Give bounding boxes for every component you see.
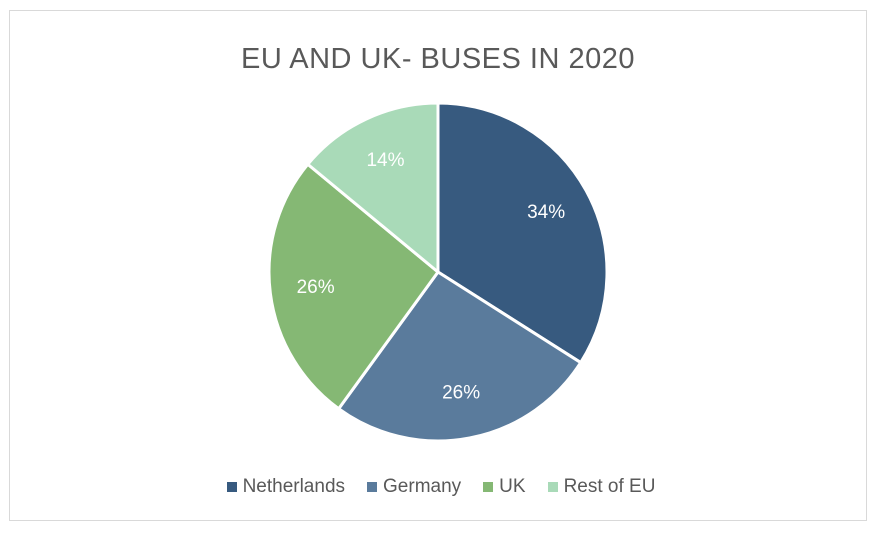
legend-label: Germany xyxy=(383,476,462,497)
data-label-netherlands: 34% xyxy=(527,202,565,223)
legend-swatch xyxy=(367,482,378,492)
legend-label: Netherlands xyxy=(242,476,346,497)
pie-slices xyxy=(267,101,609,443)
legend: Netherlands Germany UK Rest of EU xyxy=(0,476,882,498)
data-label-uk: 26% xyxy=(297,277,335,298)
legend-item-netherlands: Netherlands xyxy=(226,476,346,498)
pie-slice-uk xyxy=(267,162,440,411)
legend-item-rest-of-eu: Rest of EU xyxy=(547,476,656,498)
pie-slice-germany xyxy=(337,270,583,443)
chart-title: EU AND UK- BUSES IN 2020 xyxy=(241,43,635,75)
legend-item-germany: Germany xyxy=(367,476,461,498)
legend-item-uk: UK xyxy=(483,476,526,498)
legend-swatch xyxy=(483,482,494,492)
legend-swatch xyxy=(547,482,558,492)
data-label-germany: 26% xyxy=(442,383,480,404)
pie-slice-rest-of-eu xyxy=(306,101,440,274)
legend-swatch xyxy=(226,482,237,492)
legend-label: UK xyxy=(499,476,526,497)
data-label-rest-of-eu: 14% xyxy=(366,150,404,171)
pie-data-labels: 34% 26% 26% 14% xyxy=(297,150,566,404)
legend-label: Rest of EU xyxy=(563,476,656,497)
